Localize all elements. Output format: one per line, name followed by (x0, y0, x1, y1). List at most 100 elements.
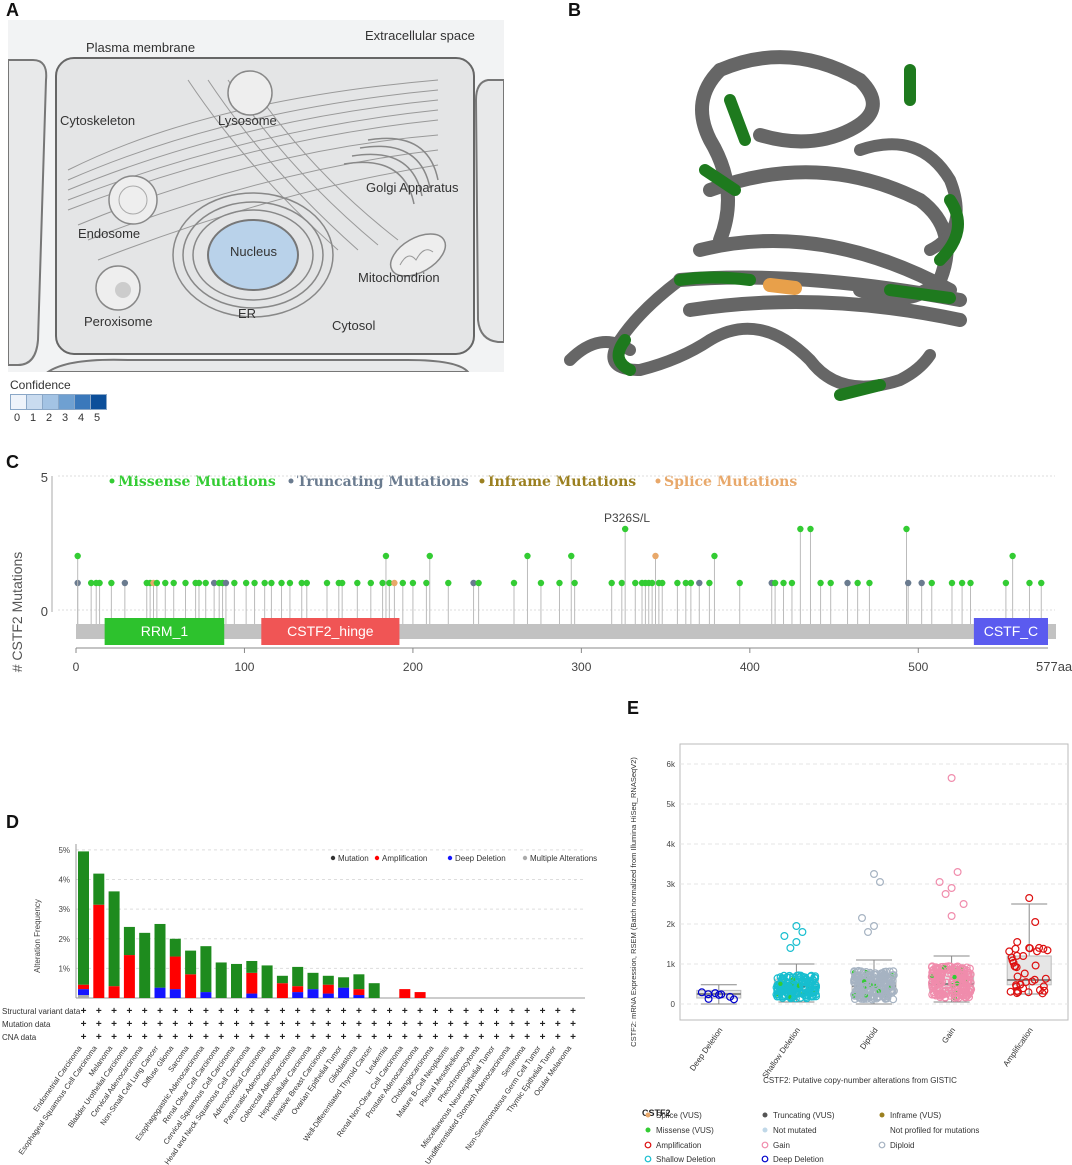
lollipop-head (162, 579, 169, 587)
confidence-label-4: 4 (78, 412, 85, 424)
bar-segment-mutation (338, 977, 350, 988)
profile-marker: + (249, 1019, 255, 1030)
scatter-point (851, 987, 860, 996)
lollipop-head (382, 552, 390, 560)
bar-segment-mutation (231, 963, 242, 998)
lollipop-head (948, 579, 956, 587)
lollipop-legend-truncating: Truncating Mutations (297, 474, 469, 490)
profile-marker: + (356, 1032, 362, 1043)
profile-marker: + (509, 1019, 515, 1030)
bar-segment-mutation (93, 873, 105, 905)
alteration-bar-chart: Alteration Frequency Mutation Amplificati… (2, 844, 597, 1165)
profile-marker: + (494, 1032, 500, 1043)
bar-ytick-label: 3% (58, 905, 70, 914)
profile-marker: + (402, 1032, 408, 1043)
bar-segment-deep-deletion (292, 992, 304, 998)
scatter-ytick-label: 5k (667, 800, 676, 809)
bar-segment-mutation (353, 974, 365, 990)
bar-segment-deep-deletion (78, 989, 89, 996)
lollipop-head (338, 579, 346, 587)
lollipop-head (222, 579, 230, 587)
lollipop-head (682, 579, 690, 587)
scatter-category-label: Shallow Deletion (760, 1026, 802, 1080)
profile-marker: + (448, 1006, 454, 1017)
scatter-point (960, 993, 969, 1002)
nucleus-shape (207, 219, 299, 291)
scatter-point (1006, 987, 1015, 996)
lollipop-head (74, 552, 81, 560)
confidence-label-3: 3 (62, 412, 69, 424)
profile-marker: + (310, 1032, 316, 1043)
bar-segment-mutation (276, 975, 288, 984)
profile-marker: + (402, 1006, 408, 1017)
lollipop-head (470, 579, 477, 587)
profile-marker: + (111, 1019, 117, 1030)
bar-segment-mutation (292, 966, 304, 987)
profile-marker: + (188, 1032, 194, 1043)
lollipop-head (817, 579, 824, 587)
scatter-point (1013, 972, 1022, 981)
domain-cstf2-hinge (261, 618, 400, 645)
scatter-point (930, 983, 939, 992)
scatter-legend-marker (645, 1127, 651, 1133)
lollipop-head (261, 579, 268, 587)
lollipop-head (618, 579, 626, 587)
profile-marker: + (524, 1019, 530, 1030)
scatter-outlier (941, 890, 950, 899)
profile-marker: + (341, 1032, 347, 1043)
scatter-legend-label: Amplification (656, 1141, 701, 1150)
profile-marker: + (341, 1006, 347, 1017)
lollipop-head (958, 579, 966, 587)
domain-label: CSTF2_hinge (287, 623, 374, 639)
bar-legend-label: Mutation (338, 854, 369, 863)
bar-segment-amplification (399, 989, 411, 998)
domain-label: RRM_1 (141, 623, 189, 639)
bar-segment-amplification (276, 983, 288, 998)
scatter-outlier (1025, 944, 1034, 953)
profile-marker: + (540, 1006, 546, 1017)
scatter-point (850, 976, 859, 985)
scatter-outlier (786, 944, 795, 953)
scatter-point (1005, 947, 1014, 956)
profile-marker: + (264, 1006, 270, 1017)
scatter-outlier (876, 878, 885, 887)
scatter-ytick-label: 2k (667, 920, 676, 929)
lollipop-head (788, 579, 796, 587)
bar-legend-dot (522, 855, 528, 861)
profile-marker: + (279, 1032, 285, 1043)
lollipop-head (1002, 579, 1010, 587)
bar-segment-amplification (169, 956, 181, 990)
lollipop-head (928, 579, 935, 587)
profile-marker: + (279, 1019, 285, 1030)
profile-marker: + (478, 1019, 484, 1030)
protein-structure (564, 50, 967, 401)
scatter-legend-label: Not mutated (773, 1126, 817, 1135)
bar-segment-amplification (246, 972, 258, 994)
bar-legend-dot (374, 855, 380, 861)
scatter-point (942, 978, 951, 987)
profile-marker: + (494, 1006, 500, 1017)
profile-marker: + (417, 1032, 423, 1043)
profile-marker: + (172, 1032, 178, 1043)
profile-marker: + (218, 1032, 224, 1043)
panel-a-letter: A (6, 0, 19, 20)
scatter-point (965, 987, 974, 996)
scatter-point (889, 967, 898, 976)
profile-marker: + (509, 1006, 515, 1017)
scatter-outlier (798, 928, 807, 937)
scatter-point (953, 982, 962, 991)
profile-marker: + (249, 1006, 255, 1017)
lollipop-xtick-label: 0 (73, 660, 80, 674)
profile-marker: + (509, 1032, 515, 1043)
scatter-outlier (870, 870, 879, 879)
scatter-point (786, 973, 795, 982)
bar-segment-mutation (307, 972, 319, 990)
lollipop-ylabel: # CSTF2 Mutations (9, 552, 25, 673)
lollipop-legend-splice: Splice Mutations (664, 474, 797, 490)
scatter-point (726, 992, 735, 1001)
profile-marker: + (371, 1019, 377, 1030)
scatter-point (807, 971, 816, 980)
lollipop-head (1038, 579, 1045, 587)
profile-marker: + (234, 1032, 240, 1043)
legend-dot-missense (109, 478, 115, 484)
